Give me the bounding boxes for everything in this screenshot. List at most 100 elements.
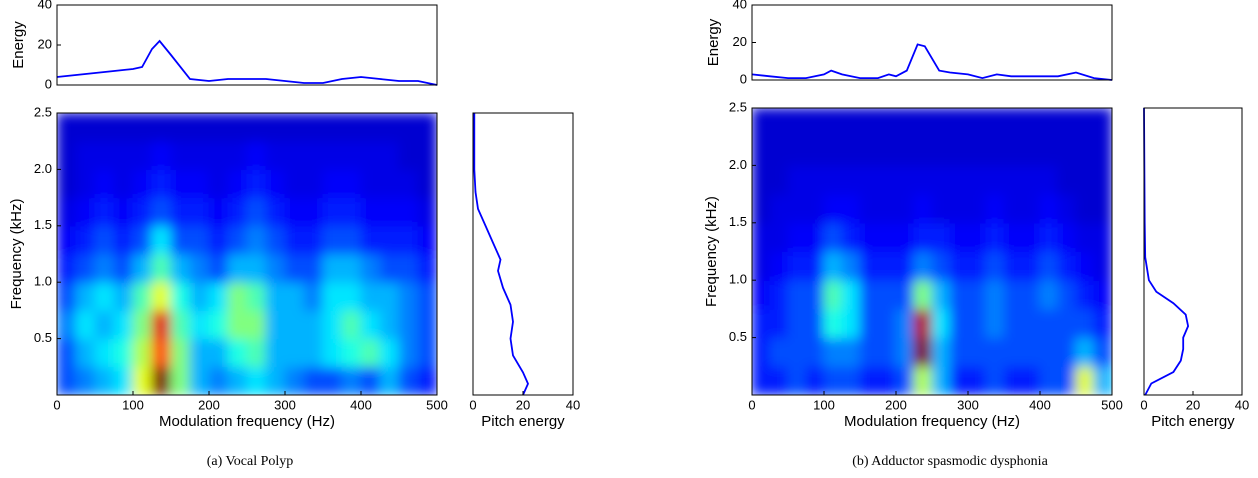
- heatmap-cells: [57, 113, 437, 395]
- heat-cell: [303, 113, 324, 142]
- heat-cell: [303, 253, 324, 283]
- heat-cell: [417, 281, 437, 311]
- heat-cell: [805, 337, 825, 367]
- heat-cell: [985, 308, 1005, 339]
- x-tick-label: 400: [1029, 397, 1051, 412]
- heat-cell: [170, 168, 191, 199]
- heat-cell: [170, 225, 191, 255]
- heat-cell: [1075, 136, 1095, 166]
- x-tick-label: 40: [1235, 397, 1249, 412]
- heat-cell: [208, 197, 229, 227]
- y-axis-label: Frequency (kHz): [703, 196, 720, 307]
- heat-cell: [189, 309, 210, 340]
- heat-cell: [379, 168, 400, 199]
- heat-cell: [1021, 222, 1041, 252]
- x-tick-label: 400: [350, 397, 372, 412]
- heat-cell: [208, 366, 229, 395]
- heat-cell: [1093, 308, 1112, 339]
- heat-cell: [75, 366, 96, 395]
- heat-cell: [132, 309, 153, 340]
- heat-cell: [895, 108, 915, 138]
- y-tick-label: 2.0: [729, 157, 747, 172]
- heat-cell: [805, 164, 825, 195]
- heatmap: [752, 108, 1112, 395]
- heat-cell: [75, 197, 96, 227]
- heat-cell: [417, 253, 437, 283]
- axes-box: [56, 112, 438, 396]
- heat-cell: [967, 308, 987, 339]
- heat-cell: [1039, 222, 1059, 252]
- heat-cell: [985, 164, 1005, 195]
- heat-cell: [841, 136, 861, 166]
- heat-cell: [208, 281, 229, 311]
- heat-cell: [1021, 164, 1041, 195]
- heat-cell: [1021, 136, 1041, 166]
- heat-cell: [769, 365, 789, 395]
- heat-cell: [1075, 164, 1095, 195]
- heat-cell: [75, 338, 96, 368]
- heat-cell: [303, 281, 324, 311]
- heat-cell: [208, 309, 229, 340]
- heat-cell: [895, 308, 915, 339]
- x-tick-label: 300: [957, 397, 979, 412]
- heatmap: [57, 113, 437, 395]
- heat-cell: [94, 113, 115, 142]
- heat-cell: [360, 309, 381, 340]
- heat-cell: [227, 113, 248, 142]
- heat-cell: [284, 113, 305, 142]
- heat-cell: [151, 168, 172, 199]
- heat-cell: [823, 164, 843, 195]
- heat-cell: [841, 164, 861, 195]
- heat-cell: [1075, 108, 1095, 138]
- heat-cell: [322, 197, 343, 227]
- heat-cell: [151, 253, 172, 283]
- heat-cell: [132, 113, 153, 142]
- heat-cell: [208, 140, 229, 170]
- heat-cell: [1039, 136, 1059, 166]
- heat-cell: [303, 197, 324, 227]
- heat-cell: [189, 366, 210, 395]
- heat-cell: [895, 222, 915, 252]
- heat-cell: [769, 251, 789, 281]
- heat-cell: [859, 365, 879, 395]
- heat-cell: [417, 197, 437, 227]
- heat-cell: [985, 136, 1005, 166]
- heat-cell: [787, 193, 807, 224]
- heat-cell: [94, 140, 115, 170]
- y-tick-label: 40: [733, 0, 747, 11]
- y-tick-label: 2.0: [34, 161, 52, 176]
- heat-cell: [1039, 193, 1059, 224]
- heat-cell: [787, 222, 807, 252]
- heat-cell: [1093, 279, 1112, 310]
- heat-cell: [341, 197, 362, 227]
- heat-cell: [189, 338, 210, 368]
- heat-cell: [284, 197, 305, 227]
- heat-cell: [985, 193, 1005, 224]
- heat-cell: [877, 337, 897, 367]
- heat-cell: [823, 193, 843, 224]
- heat-cell: [417, 113, 437, 142]
- heat-cell: [1057, 136, 1077, 166]
- heat-cell: [1039, 108, 1059, 138]
- heat-cell: [227, 253, 248, 283]
- x-axis-label: Modulation frequency (Hz): [159, 413, 335, 430]
- heat-cell: [1093, 337, 1112, 367]
- heat-cell: [189, 281, 210, 311]
- heat-cell: [246, 253, 267, 283]
- y-tick-label: 0: [45, 76, 52, 91]
- axes-box: [751, 4, 1113, 81]
- heat-cell: [752, 108, 771, 138]
- heat-cell: [1003, 193, 1023, 224]
- heat-cell: [805, 136, 825, 166]
- heat-cell: [1003, 279, 1023, 310]
- heat-cell: [341, 168, 362, 199]
- y-tick-label: 0.5: [729, 329, 747, 344]
- heat-cell: [208, 168, 229, 199]
- heat-cell: [94, 309, 115, 340]
- heat-cell: [1093, 365, 1112, 395]
- heat-cell: [94, 338, 115, 368]
- line: [1143, 107, 1190, 396]
- heat-cell: [985, 365, 1005, 395]
- heat-cell: [284, 309, 305, 340]
- x-tick-label: 20: [516, 397, 530, 412]
